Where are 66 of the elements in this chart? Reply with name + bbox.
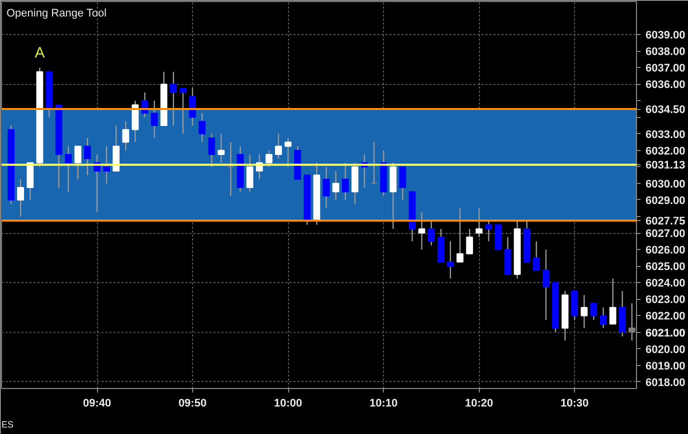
candlestick <box>218 133 225 164</box>
candlestick <box>180 88 186 134</box>
candlestick <box>609 278 616 325</box>
candlestick <box>246 154 254 192</box>
candlestick <box>332 170 340 201</box>
x-tick-label: 09:50 <box>178 398 207 410</box>
candlestick <box>590 302 598 320</box>
y-tick-label: 6020.00 <box>646 344 686 356</box>
candlestick <box>466 228 474 254</box>
annotation: A <box>34 44 45 62</box>
y-tick-label: 6023.00 <box>646 294 686 306</box>
y-tick-label: 6030.00 <box>646 178 686 190</box>
candlestick <box>342 162 349 201</box>
y-tick-label: 6019.00 <box>646 360 686 372</box>
candlestick <box>456 208 464 263</box>
candlestick <box>17 178 24 218</box>
x-tick-label: 10:10 <box>370 398 398 410</box>
candlestick <box>532 240 540 271</box>
candlestick <box>198 112 206 143</box>
candlestick <box>266 150 272 168</box>
y-tick-label: 6039.00 <box>646 30 686 42</box>
ref-line-label: 6027.75 <box>646 216 686 228</box>
candlestick <box>476 208 483 238</box>
candlestick <box>580 294 588 329</box>
candlestick <box>275 133 282 160</box>
y-tick-label: 6037.00 <box>646 62 686 75</box>
candlestick <box>189 88 196 126</box>
ref-line-label: 6021.00 <box>646 327 686 340</box>
candlestick <box>227 141 234 196</box>
y-tick-label: 6027.00 <box>646 228 686 240</box>
y-tick-label: 6036.00 <box>646 79 686 92</box>
y-tick-label: 6038.00 <box>646 46 686 58</box>
candlestick <box>370 141 378 184</box>
candlestick <box>322 166 330 209</box>
y-tick-label: 6024.00 <box>646 278 686 290</box>
y-tick-label: 6026.00 <box>646 244 686 257</box>
candlestick <box>64 146 72 192</box>
ref-line-label: 6031.13 <box>646 160 686 172</box>
candlestick <box>208 133 216 168</box>
candlestick <box>485 220 492 242</box>
x-tick-label: 09:40 <box>82 398 112 410</box>
y-tick-label: 6029.00 <box>646 194 686 207</box>
text: ES <box>2 420 14 430</box>
candlestick <box>418 212 426 250</box>
x-tick-label: 10:00 <box>274 398 302 410</box>
candlestick <box>170 71 177 126</box>
candlestick <box>600 306 607 329</box>
candlestick <box>284 137 292 168</box>
ref-line-label: 6034.50 <box>646 104 686 116</box>
text: Opening Range Tool <box>6 8 107 20</box>
candlestick <box>84 137 91 176</box>
y-tick-label: 6025.00 <box>646 261 686 274</box>
y-tick-label: 6022.00 <box>646 310 686 323</box>
y-tick-label: 6033.00 <box>646 128 686 141</box>
candlestick <box>428 220 435 246</box>
candlestick <box>122 120 130 151</box>
x-tick-label: 10:20 <box>465 398 494 410</box>
y-tick-label: 6018.00 <box>646 376 686 389</box>
y-tick-label: 6032.00 <box>646 145 686 158</box>
candlestick <box>103 146 110 184</box>
candlestick <box>150 100 158 139</box>
x-tick-label: 10:30 <box>560 398 589 410</box>
candlestick <box>74 146 82 180</box>
candlestick <box>446 240 454 280</box>
candlestick <box>399 166 406 201</box>
candlestick <box>542 248 550 320</box>
